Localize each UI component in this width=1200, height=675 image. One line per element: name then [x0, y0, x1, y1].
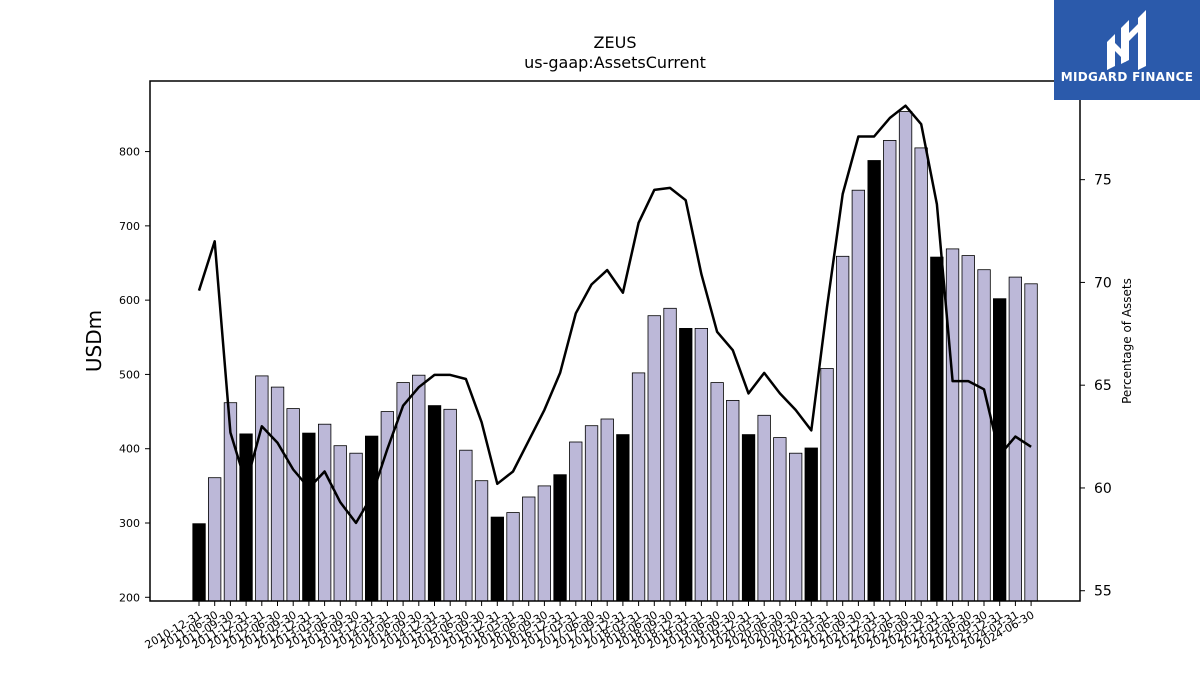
bar: [945, 248, 960, 602]
bar: [427, 405, 442, 602]
bar: [474, 480, 489, 602]
bar: [270, 386, 285, 602]
bar: [286, 408, 300, 602]
bar: [883, 139, 897, 602]
y-tick-label: 700: [119, 220, 140, 233]
bar: [537, 485, 551, 602]
y-tick-label: 800: [119, 146, 140, 159]
right-axis-ticks: 55 60 65 70 75: [1080, 173, 1112, 600]
bar: [851, 189, 865, 602]
y-tick-label: 500: [119, 368, 140, 381]
bar: [192, 523, 206, 602]
bar: [726, 399, 740, 602]
bar: [741, 434, 756, 602]
bar: [317, 423, 332, 602]
bar: [522, 496, 536, 602]
bar: [679, 327, 693, 602]
bar: [600, 418, 614, 602]
bar: [930, 256, 944, 602]
bar: [584, 425, 599, 602]
logo: MIDGARD FINANCE: [1054, 0, 1200, 100]
bar: [789, 452, 803, 602]
bar: [663, 307, 677, 602]
bar: [804, 447, 818, 602]
x-axis-ticks: 2010-12-312011-06-302011-09-302011-12-31…: [143, 601, 1037, 652]
bar: [914, 147, 928, 602]
bar: [490, 516, 505, 602]
percentage-line: [197, 104, 1032, 525]
y2-tick-label: 70: [1094, 275, 1112, 291]
logo-mark-icon: [1107, 10, 1146, 70]
chart-title: ZEUS: [594, 33, 637, 52]
bar: [867, 160, 881, 602]
bar: [961, 255, 975, 602]
bar: [412, 374, 426, 602]
bar: [207, 477, 222, 602]
bar: [631, 372, 646, 602]
y2-tick-label: 65: [1094, 378, 1112, 394]
bar: [616, 434, 630, 602]
y-tick-label: 600: [119, 294, 140, 307]
bar: [553, 474, 567, 602]
bar: [255, 375, 269, 602]
bar: [506, 512, 520, 602]
bar: [443, 408, 457, 602]
y2-tick-label: 55: [1094, 584, 1112, 600]
bar: [977, 269, 991, 602]
y-tick-label: 200: [119, 591, 140, 604]
bar: [459, 449, 473, 602]
logo-text: MIDGARD FINANCE: [1061, 70, 1193, 84]
bar: [836, 255, 850, 602]
bar: [820, 368, 834, 602]
bar: [302, 432, 316, 602]
percentage-line-layer: [197, 104, 1032, 525]
bar: [898, 111, 913, 602]
chart-subtitle: us-gaap:AssetsCurrent: [524, 53, 706, 72]
y2-tick-label: 75: [1094, 173, 1112, 189]
bar: [647, 315, 661, 602]
bar: [773, 437, 787, 602]
bar: [694, 327, 708, 602]
bar: [1024, 283, 1038, 602]
bar: [710, 382, 724, 602]
plot-frame: [149, 80, 1081, 602]
left-axis-ticks: 200 300 400 500 600 700 800: [119, 146, 150, 604]
y-tick-label: 400: [119, 443, 140, 456]
bar: [757, 414, 771, 602]
y2-axis-label: Percentage of Assets: [1120, 278, 1134, 404]
bar: [569, 441, 583, 602]
y-axis-label: USDm: [82, 310, 106, 372]
bar: [239, 433, 253, 602]
bar: [364, 435, 379, 602]
bar: [349, 452, 363, 602]
bars: [192, 111, 1038, 602]
y2-tick-label: 60: [1094, 481, 1112, 497]
y-tick-label: 300: [119, 517, 140, 530]
bar: [333, 445, 347, 602]
